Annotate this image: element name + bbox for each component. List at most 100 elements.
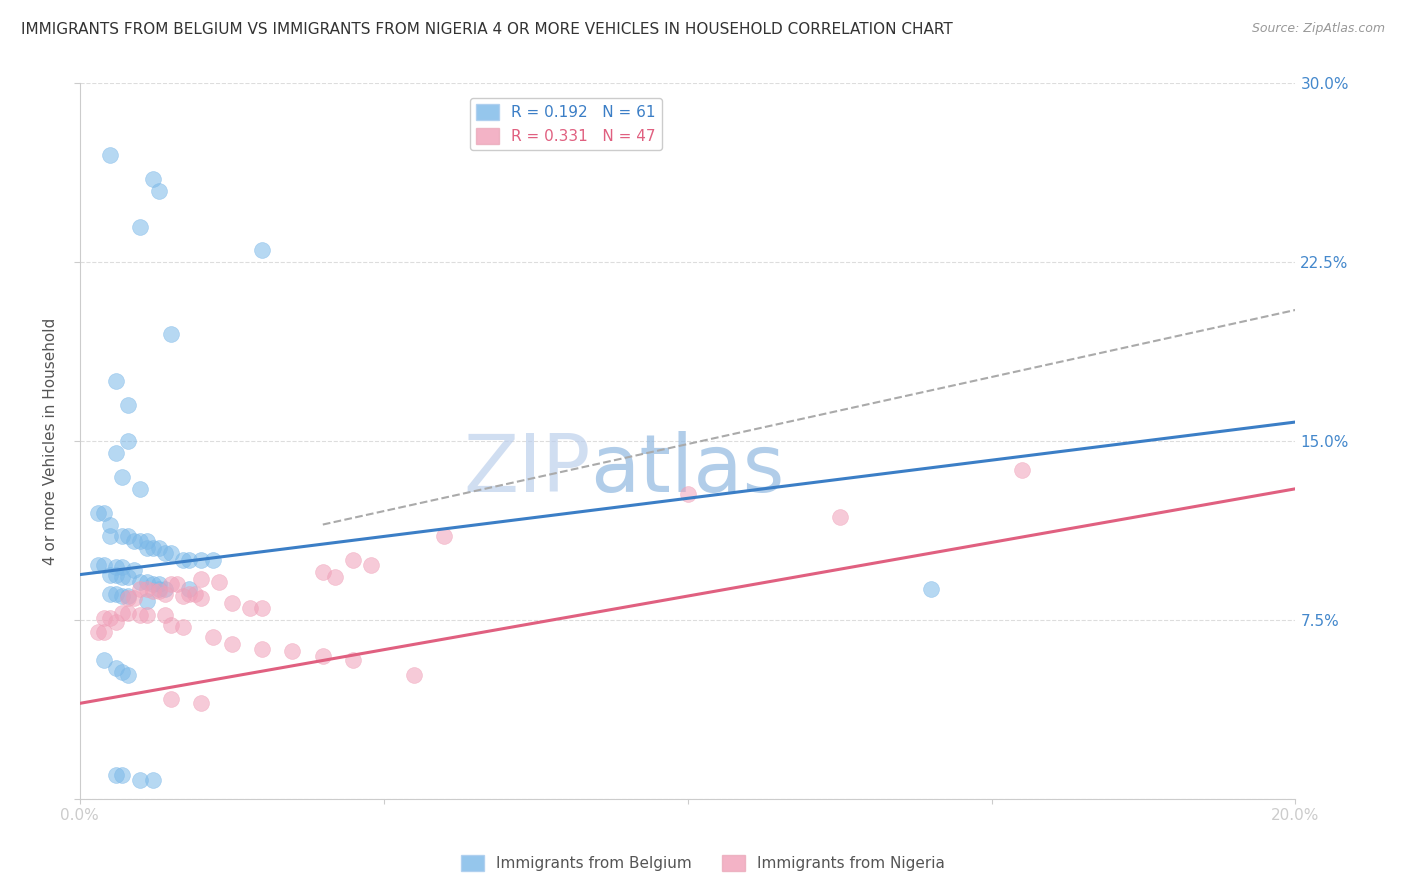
Point: [402, 667, 425, 681]
Point: [160, 617, 183, 632]
Point: [111, 606, 134, 620]
Point: [208, 574, 231, 589]
Point: [124, 563, 146, 577]
Point: [920, 582, 942, 596]
Point: [93, 506, 115, 520]
Point: [117, 589, 139, 603]
Point: [129, 482, 152, 496]
Point: [117, 570, 139, 584]
Point: [129, 772, 152, 787]
Point: [250, 601, 273, 615]
Point: [281, 644, 304, 658]
Point: [153, 582, 176, 596]
Point: [250, 244, 273, 258]
Point: [148, 541, 170, 556]
Point: [177, 587, 200, 601]
Point: [129, 219, 152, 234]
Point: [87, 558, 110, 573]
Point: [148, 577, 170, 591]
Point: [105, 768, 128, 782]
Point: [676, 486, 699, 500]
Point: [153, 608, 176, 623]
Point: [142, 577, 165, 591]
Point: [117, 529, 139, 543]
Point: [160, 577, 183, 591]
Point: [93, 610, 115, 624]
Point: [87, 624, 110, 639]
Point: [135, 534, 157, 549]
Point: [93, 558, 115, 573]
Point: [98, 587, 121, 601]
Point: [111, 570, 134, 584]
Point: [190, 573, 212, 587]
Point: [135, 541, 157, 556]
Point: [221, 637, 243, 651]
Point: [828, 510, 851, 524]
Point: [166, 577, 188, 591]
Text: atlas: atlas: [591, 431, 785, 508]
Point: [142, 171, 165, 186]
Point: [124, 591, 146, 606]
Point: [177, 553, 200, 567]
Point: [87, 506, 110, 520]
Point: [98, 148, 121, 162]
Point: [117, 398, 139, 412]
Point: [111, 529, 134, 543]
Y-axis label: 4 or more Vehicles in Household: 4 or more Vehicles in Household: [44, 318, 58, 565]
Point: [160, 326, 183, 341]
Point: [433, 529, 456, 543]
Text: ZIP: ZIP: [463, 431, 591, 508]
Point: [202, 630, 225, 644]
Point: [105, 567, 128, 582]
Point: [148, 584, 170, 599]
Point: [135, 574, 157, 589]
Point: [117, 606, 139, 620]
Point: [105, 660, 128, 674]
Point: [93, 653, 115, 667]
Point: [105, 615, 128, 630]
Legend: R = 0.192   N = 61, R = 0.331   N = 47: R = 0.192 N = 61, R = 0.331 N = 47: [470, 98, 662, 150]
Point: [135, 608, 157, 623]
Point: [111, 665, 134, 680]
Point: [312, 566, 335, 580]
Point: [98, 529, 121, 543]
Point: [124, 534, 146, 549]
Point: [190, 591, 212, 606]
Point: [160, 546, 183, 560]
Point: [129, 574, 152, 589]
Point: [98, 610, 121, 624]
Point: [129, 608, 152, 623]
Point: [221, 596, 243, 610]
Point: [1011, 463, 1033, 477]
Point: [129, 534, 152, 549]
Point: [105, 446, 128, 460]
Point: [184, 587, 207, 601]
Point: [202, 553, 225, 567]
Point: [135, 594, 157, 608]
Point: [190, 553, 212, 567]
Point: [105, 560, 128, 574]
Point: [160, 691, 183, 706]
Point: [172, 553, 194, 567]
Point: [111, 768, 134, 782]
Text: IMMIGRANTS FROM BELGIUM VS IMMIGRANTS FROM NIGERIA 4 OR MORE VEHICLES IN HOUSEHO: IMMIGRANTS FROM BELGIUM VS IMMIGRANTS FR…: [21, 22, 953, 37]
Point: [148, 184, 170, 198]
Point: [111, 470, 134, 484]
Point: [172, 620, 194, 634]
Point: [105, 375, 128, 389]
Point: [98, 517, 121, 532]
Point: [172, 589, 194, 603]
Point: [148, 582, 170, 596]
Point: [342, 553, 364, 567]
Point: [142, 584, 165, 599]
Point: [360, 558, 382, 573]
Point: [239, 601, 262, 615]
Point: [111, 589, 134, 603]
Point: [117, 591, 139, 606]
Point: [117, 434, 139, 449]
Point: [105, 587, 128, 601]
Point: [142, 772, 165, 787]
Legend: Immigrants from Belgium, Immigrants from Nigeria: Immigrants from Belgium, Immigrants from…: [454, 849, 952, 877]
Point: [135, 582, 157, 596]
Point: [190, 697, 212, 711]
